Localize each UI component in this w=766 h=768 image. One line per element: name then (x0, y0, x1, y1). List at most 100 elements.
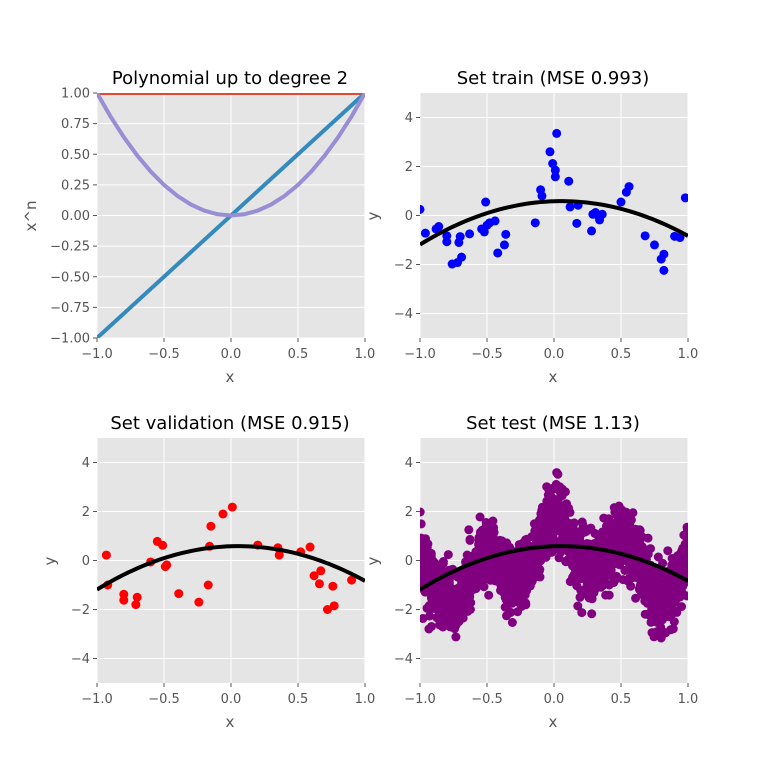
data-point (601, 590, 611, 600)
x-tick-label: 0.5 (611, 347, 632, 362)
x-axis-label: x (549, 713, 558, 731)
data-point (458, 585, 468, 595)
y-tick-label: −4 (394, 652, 413, 667)
data-point (446, 608, 456, 618)
data-point (679, 530, 688, 540)
panel-validation: Set validation (MSE 0.915) x y −1.0 −0.5 0… (41, 413, 375, 731)
data-point (560, 514, 570, 524)
data-point (680, 193, 688, 203)
data-point (514, 590, 524, 600)
data-point (626, 558, 636, 568)
data-point (560, 487, 570, 497)
data-point (594, 571, 604, 580)
data-point (502, 567, 512, 577)
x-tick-label: 1.0 (678, 347, 699, 362)
data-point (542, 530, 552, 540)
plot-content (97, 93, 365, 338)
panel-polynomial-basis: Polynomial up to degree 2 x x^n −1.0 −0.5… (22, 68, 375, 386)
axes: −1.0 −0.5 0.0 0.5 1.0 −4 −2 0 2 4 (71, 456, 376, 707)
data-point (494, 544, 504, 554)
data-point (274, 550, 284, 560)
data-point (510, 560, 520, 570)
data-point (624, 513, 634, 523)
x-tick-label: −0.5 (471, 347, 503, 362)
data-point (432, 601, 442, 611)
data-point (589, 580, 599, 590)
data-point (545, 147, 555, 157)
x-tick-label: 0.0 (544, 692, 565, 707)
x-tick-label: 0.0 (221, 692, 242, 707)
y-axis-label: y (364, 211, 382, 220)
data-point (597, 209, 607, 219)
data-point (309, 571, 319, 581)
data-point (522, 534, 532, 544)
x-tick-label: −0.5 (148, 692, 180, 707)
data-point (420, 204, 425, 214)
data-point (420, 519, 426, 529)
data-point (624, 182, 634, 192)
x-tick-label: 1.0 (355, 347, 376, 362)
y-tick-label: 2 (405, 160, 413, 175)
data-point (420, 554, 425, 564)
data-point (475, 512, 485, 522)
data-point (439, 594, 449, 604)
plot-content (420, 128, 688, 275)
y-tick-label: −2 (394, 258, 413, 273)
x-axis-label: x (226, 368, 235, 386)
data-point (425, 560, 435, 570)
x-tick-label: 0.5 (288, 692, 309, 707)
data-point (484, 538, 494, 548)
y-tick-label: −0.75 (50, 301, 90, 316)
data-point (663, 546, 673, 556)
axes: −1.0 −0.5 0.0 0.5 1.0 −4 −2 0 2 4 (394, 456, 699, 707)
data-point (174, 589, 184, 599)
data-point (481, 521, 491, 531)
y-tick-label: −4 (71, 652, 90, 667)
x-axis-label: x (226, 713, 235, 731)
data-point (424, 624, 434, 634)
data-point (636, 544, 646, 554)
x-axis-label: x (549, 368, 558, 386)
axes: −1.0 −0.5 0.0 0.5 1.0 −4 −2 0 2 4 (394, 111, 699, 362)
data-point (678, 589, 688, 599)
x-tick-label: −1.0 (81, 347, 113, 362)
data-point (626, 541, 636, 551)
data-point (564, 176, 574, 186)
data-point (438, 557, 448, 566)
data-point (646, 617, 656, 627)
data-point (662, 593, 672, 603)
data-point (530, 218, 540, 228)
data-point (162, 560, 172, 570)
data-point (606, 525, 615, 535)
data-point (679, 567, 688, 577)
grid (96, 438, 366, 683)
y-tick-label: 4 (405, 456, 413, 471)
y-tick-label: 0.75 (61, 117, 90, 132)
data-point (537, 191, 547, 201)
y-tick-label: 0.50 (61, 148, 90, 163)
data-point (551, 496, 561, 506)
data-point (322, 605, 332, 614)
data-point (552, 526, 561, 536)
data-point (680, 539, 688, 549)
data-point (548, 506, 558, 516)
data-point (131, 600, 141, 610)
data-point (654, 617, 664, 627)
data-point (206, 521, 216, 531)
data-point (483, 564, 493, 573)
data-point (545, 515, 555, 525)
data-point (458, 597, 468, 606)
x-tick-label: 0.0 (221, 347, 242, 362)
data-point (451, 632, 461, 642)
data-point (514, 582, 524, 592)
y-tick-label: 0 (405, 209, 413, 224)
data-point (676, 557, 686, 567)
data-point (203, 580, 213, 590)
y-axis-label: y (364, 556, 382, 565)
data-point (550, 165, 560, 175)
y-tick-label: −2 (394, 603, 413, 618)
data-point (227, 502, 237, 512)
data-point (501, 229, 511, 239)
data-point (608, 552, 618, 562)
